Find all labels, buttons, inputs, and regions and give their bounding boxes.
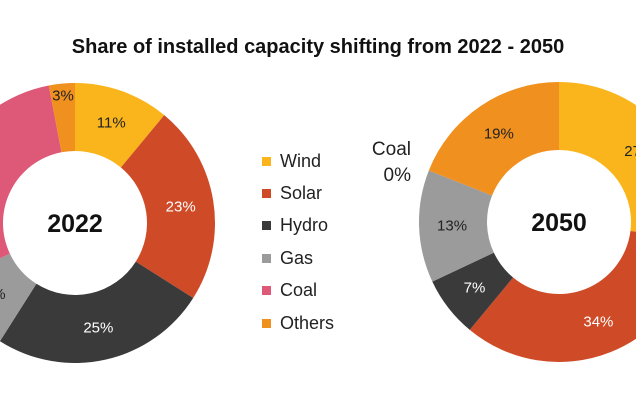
legend-swatch bbox=[262, 189, 271, 199]
slice-coal bbox=[0, 85, 62, 259]
legend-swatch bbox=[262, 156, 271, 166]
donut-2022: 11%23%25%9%29%3%2022 bbox=[0, 83, 215, 363]
data-label-others: 19% bbox=[484, 126, 514, 143]
data-label-hydro: 25% bbox=[83, 319, 113, 336]
slice-solar bbox=[120, 115, 215, 299]
data-label-solar: 34% bbox=[583, 313, 613, 330]
legend-label: Coal bbox=[280, 280, 318, 301]
legend-label: Solar bbox=[280, 183, 323, 204]
outside-label-value: 0% bbox=[384, 165, 412, 186]
slice-wind bbox=[559, 82, 636, 232]
legend-item-others: Others bbox=[262, 307, 334, 339]
legend-swatch bbox=[262, 221, 271, 231]
outside-label-category: Coal bbox=[372, 139, 411, 160]
legend-label: Wind bbox=[280, 150, 322, 171]
legend-label: Gas bbox=[280, 247, 314, 268]
legend-label: Others bbox=[280, 312, 335, 333]
legend-item-hydro: Hydro bbox=[262, 210, 334, 242]
donut-center-label: 2022 bbox=[47, 210, 103, 238]
slice-wind bbox=[75, 83, 165, 168]
legend-label: Hydro bbox=[280, 215, 329, 236]
slice-gas bbox=[418, 170, 494, 282]
data-label-gas: 13% bbox=[437, 217, 467, 234]
data-label-wind: 11% bbox=[97, 114, 126, 131]
slice-hydro bbox=[0, 261, 194, 363]
chart-title: Share of installed capacity shifting fro… bbox=[71, 36, 565, 58]
legend-swatch bbox=[262, 286, 271, 296]
slice-others bbox=[48, 83, 75, 153]
data-label-hydro: 7% bbox=[464, 280, 486, 297]
legend: Wind Solar Hydro Gas Coal Others bbox=[262, 145, 334, 339]
data-label-others: 3% bbox=[52, 88, 74, 105]
donut-center-label: 2050 bbox=[531, 209, 587, 237]
slice-others bbox=[428, 82, 559, 196]
data-label-solar: 23% bbox=[166, 198, 196, 215]
slice-solar bbox=[469, 231, 636, 362]
legend-item-solar: Solar bbox=[262, 177, 334, 209]
slice-gas bbox=[0, 253, 37, 342]
legend-item-gas: Gas bbox=[262, 242, 334, 274]
legend-swatch bbox=[262, 253, 271, 263]
slice-hydro bbox=[432, 252, 514, 330]
legend-swatch bbox=[262, 318, 271, 328]
data-label-gas: 9% bbox=[0, 286, 6, 303]
donut-2050: 27% 34% 7% 13% 19% 2050 Coal 0% bbox=[372, 82, 636, 362]
legend-item-coal: Coal bbox=[262, 275, 334, 307]
legend-item-wind: Wind bbox=[262, 145, 334, 177]
data-label-wind: 27% bbox=[624, 143, 636, 160]
